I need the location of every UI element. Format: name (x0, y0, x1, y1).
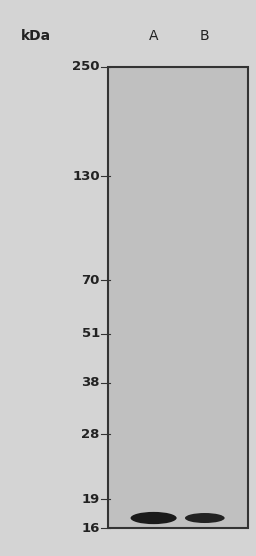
Text: 70: 70 (81, 274, 100, 287)
Text: 250: 250 (72, 60, 100, 73)
Text: 16: 16 (81, 522, 100, 535)
Ellipse shape (131, 512, 177, 524)
Bar (108, 67, 248, 528)
Text: 38: 38 (81, 376, 100, 389)
Text: 28: 28 (81, 428, 100, 441)
Ellipse shape (185, 513, 225, 523)
Text: 19: 19 (82, 493, 100, 506)
Text: kDa: kDa (21, 29, 51, 43)
Text: B: B (200, 29, 210, 43)
Text: 51: 51 (82, 327, 100, 340)
Text: A: A (149, 29, 158, 43)
Text: 130: 130 (72, 170, 100, 183)
